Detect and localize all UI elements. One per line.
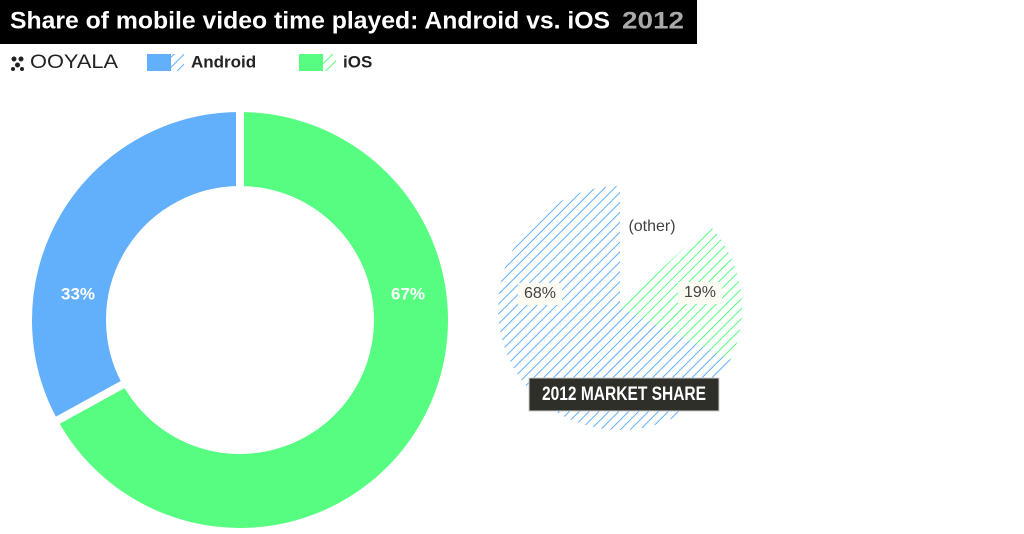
brand-name: OOYALA: [30, 52, 118, 73]
legend-swatch-hatch: [323, 54, 336, 71]
legend-swatch-hatch: [171, 54, 184, 71]
chart-title: Share of mobile video time played: Andro…: [10, 7, 610, 34]
value-label: 33%: [61, 284, 95, 303]
label-bg: [678, 282, 722, 304]
pie-title: 2012 MARKET SHARE: [542, 384, 706, 405]
pie-title-box: [528, 377, 720, 412]
category-label: (other): [628, 218, 675, 235]
brand-logo: OOYALA: [11, 52, 118, 73]
label-bg: [518, 283, 562, 305]
donut-slice: [24, 103, 244, 428]
value-label: 67%: [391, 284, 425, 303]
legend-swatch: [147, 54, 171, 71]
value-label: 19%: [684, 284, 716, 301]
legend-swatch: [299, 54, 323, 71]
legend-label: iOS: [343, 52, 372, 71]
pie-slice: [497, 186, 731, 430]
title-bar: [0, 0, 697, 44]
title-year: 2012: [622, 7, 684, 34]
legend-label: Android: [191, 52, 256, 71]
legend: Android iOS: [147, 52, 372, 71]
donut-slice: [48, 103, 456, 534]
plots: 33% 67% 68% 19% (other): [24, 103, 742, 534]
value-label: 68%: [524, 285, 556, 302]
